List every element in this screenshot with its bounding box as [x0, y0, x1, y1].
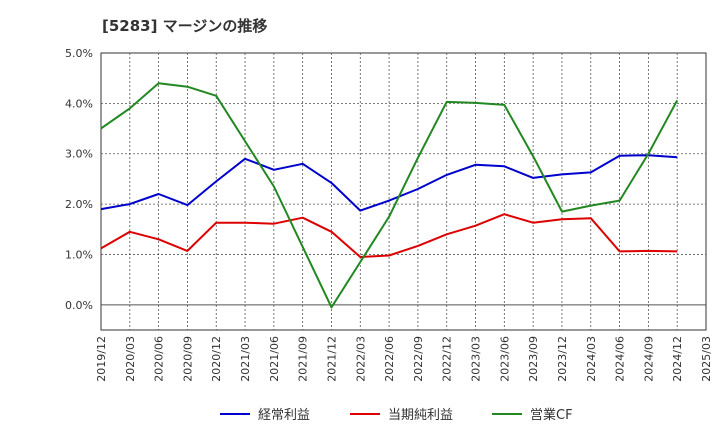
series-line [100, 213, 678, 258]
x-tick-label: 2023/09 [527, 336, 540, 382]
y-tick-label: 4.0% [65, 97, 93, 110]
x-tick-label: 2020/12 [210, 336, 223, 382]
x-tick-label: 2022/12 [441, 336, 454, 382]
y-tick-label: 3.0% [65, 148, 93, 161]
x-tick-label: 2024/09 [642, 336, 655, 382]
y-tick-label: 1.0% [65, 248, 93, 261]
x-tick-label: 2023/06 [498, 336, 511, 382]
legend-label: 当期純利益 [388, 408, 453, 423]
series-lines [100, 82, 679, 309]
y-tick-label: 2.0% [65, 198, 93, 211]
x-tick-label: 2024/12 [671, 336, 684, 382]
x-tick-label: 2022/03 [354, 336, 367, 382]
x-tick-label: 2021/06 [268, 336, 281, 382]
series-line [100, 82, 679, 309]
x-tick-label: 2021/12 [325, 336, 338, 382]
y-axis-ticks: 0.0% 1.0% 2.0% 3.0% 4.0% 5.0% [65, 47, 93, 312]
legend-label: 営業CF [530, 407, 573, 423]
y-tick-label: 5.0% [65, 47, 93, 60]
legend-label: 経常利益 [258, 408, 310, 423]
x-tick-label: 2022/09 [412, 336, 425, 382]
y-tick-label: 0.0% [65, 299, 93, 312]
chart-title: [5283] マージンの推移 [102, 17, 267, 35]
series-line [100, 154, 678, 212]
x-tick-label: 2023/03 [470, 336, 483, 382]
plot-area [100, 52, 707, 331]
x-tick-label: 2021/03 [239, 336, 252, 382]
x-tick-label: 2024/03 [585, 336, 598, 382]
x-tick-label: 2025/03 [700, 336, 713, 382]
x-tick-label: 2023/12 [556, 336, 569, 382]
legend: 経常利益 当期純利益 営業CF [220, 407, 573, 423]
x-tick-label: 2021/09 [297, 336, 310, 382]
x-tick-label: 2020/06 [153, 336, 166, 382]
x-tick-label: 2024/06 [614, 336, 627, 382]
x-tick-label: 2019/12 [95, 336, 108, 382]
x-tick-label: 2020/09 [181, 336, 194, 382]
x-axis-ticks: 2019/12 2020/03 2020/06 2020/09 2020/12 2021/… [95, 336, 713, 382]
x-tick-label: 2022/06 [383, 336, 396, 382]
x-tick-label: 2020/03 [124, 336, 137, 382]
